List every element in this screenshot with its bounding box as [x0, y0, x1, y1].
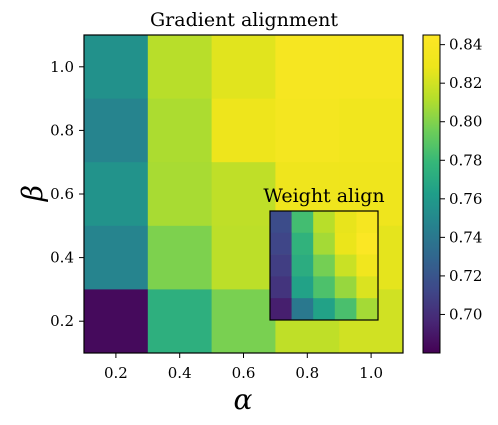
- heatmap-cell: [339, 98, 404, 163]
- y-tick-label: 0.8: [50, 121, 74, 139]
- colorbar-tick-label: 0.72: [449, 267, 482, 285]
- colorbar-tick-label: 0.82: [449, 74, 482, 92]
- inset-cell: [270, 276, 292, 299]
- heatmap-cell: [84, 225, 149, 290]
- heatmap-cell: [84, 98, 149, 163]
- heatmap-cell: [211, 225, 276, 290]
- inset-cell: [313, 232, 336, 255]
- heatmap-cell: [147, 98, 213, 163]
- x-tick-label: 0.8: [295, 364, 319, 382]
- colorbar-gradient: [422, 34, 441, 354]
- heatmap-cell: [211, 162, 276, 227]
- x-tick-label: 0.6: [232, 364, 256, 382]
- x-tick-label: 1.0: [359, 364, 383, 382]
- inset-cell: [356, 211, 379, 234]
- inset-cell: [291, 232, 314, 255]
- x-tick-label: 0.4: [168, 364, 192, 382]
- colorbar: 0.84 0.82 0.80 0.78 0.76 0.74 0.72 0.70: [422, 34, 482, 354]
- inset-cell: [270, 211, 292, 234]
- y-tick-label: 1.0: [50, 58, 74, 76]
- y-axis-label: β: [16, 185, 49, 202]
- colorbar-tick-label: 0.80: [449, 113, 482, 131]
- inset-cell: [356, 232, 379, 255]
- heatmap-cell: [147, 162, 213, 227]
- inset-cell: [356, 254, 379, 277]
- chart-title: Gradient alignment: [150, 9, 338, 31]
- y-axis: 1.0 0.8 0.6 0.4 0.2: [50, 58, 84, 330]
- inset-frame: [269, 210, 379, 321]
- inset-cell: [334, 298, 357, 321]
- inset-title: Weight align: [263, 185, 384, 207]
- inset-cell: [313, 298, 336, 321]
- inset-heatmap: [269, 210, 379, 321]
- inset-cell: [291, 211, 314, 234]
- heatmap-cell: [84, 162, 149, 227]
- inset-cell: [291, 276, 314, 299]
- inset-cell: [291, 254, 314, 277]
- inset-cell: [313, 276, 336, 299]
- inset-cell: [356, 276, 379, 299]
- inset-cell: [270, 254, 292, 277]
- inset-cell: [270, 298, 292, 321]
- inset-cell: [356, 298, 379, 321]
- heatmap-cell: [275, 98, 340, 163]
- colorbar-tick-label: 0.74: [449, 228, 482, 246]
- inset-cell: [334, 276, 357, 299]
- x-axis: 0.2 0.4 0.6 0.8 1.0: [104, 353, 383, 382]
- inset-cell: [291, 298, 314, 321]
- heatmap-cell: [339, 35, 404, 100]
- inset-cell: [334, 232, 357, 255]
- heatmap-cell: [147, 35, 213, 100]
- colorbar-tick-label: 0.84: [449, 36, 482, 54]
- inset-cell: [270, 232, 292, 255]
- heatmap-cell: [147, 289, 213, 354]
- heatmap-cells: [84, 35, 404, 354]
- y-tick-label: 0.4: [50, 249, 74, 267]
- heatmap-cell: [275, 35, 340, 100]
- heatmap-cell: [147, 225, 213, 290]
- x-tick-label: 0.2: [104, 364, 128, 382]
- heatmap-cell: [84, 35, 149, 100]
- colorbar-tick-label: 0.76: [449, 190, 482, 208]
- colorbar-tick-label: 0.78: [449, 151, 482, 169]
- inset-cell: [313, 254, 336, 277]
- y-tick-label: 0.2: [50, 312, 74, 330]
- x-axis-label: α: [234, 383, 253, 416]
- heatmap-cell: [211, 289, 276, 354]
- heatmap-cell: [211, 35, 276, 100]
- inset-cell: [334, 254, 357, 277]
- heatmap-cell: [211, 98, 276, 163]
- inset-cell: [313, 211, 336, 234]
- heatmap-cell: [84, 289, 149, 354]
- y-tick-label: 0.6: [50, 185, 74, 203]
- inset-cell: [334, 211, 357, 234]
- colorbar-tick-label: 0.70: [449, 305, 482, 323]
